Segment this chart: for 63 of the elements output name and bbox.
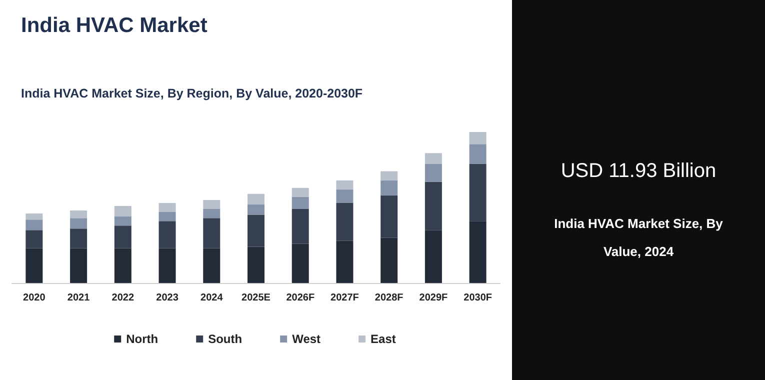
bar <box>292 196 309 210</box>
legend-label: West <box>292 332 321 346</box>
bar <box>26 230 43 248</box>
bar <box>248 204 264 216</box>
bar <box>380 238 398 283</box>
bar <box>424 164 442 182</box>
chart-subtitle: India HVAC Market Size, By Region, By Value, 2020-2030F <box>21 86 363 100</box>
bar <box>158 221 176 248</box>
bar <box>336 180 354 190</box>
x-tick-label: 2029F <box>419 292 448 304</box>
bar <box>70 228 88 248</box>
bar <box>469 132 486 144</box>
x-tick-label: 2028F <box>374 292 404 304</box>
bar <box>203 209 220 218</box>
bar <box>380 171 398 180</box>
bar <box>203 218 220 248</box>
bar <box>248 246 264 283</box>
x-tick-label: 2030F <box>464 292 492 304</box>
x-tick-label: 2021 <box>67 292 90 304</box>
x-tick-label: 2022 <box>112 292 134 304</box>
bar <box>292 244 309 283</box>
legend-label: South <box>208 332 242 346</box>
bar <box>469 164 486 222</box>
bar <box>158 248 176 283</box>
bar <box>114 206 132 217</box>
x-tick-label: 2025E <box>242 292 271 304</box>
bar <box>336 202 354 241</box>
bar <box>469 221 486 283</box>
x-tick-label: 2026F <box>286 292 315 304</box>
bar <box>292 209 309 244</box>
bar <box>203 200 220 210</box>
bar <box>424 182 442 230</box>
bar <box>424 230 442 283</box>
bar <box>114 226 132 248</box>
bar <box>114 248 132 283</box>
bar <box>469 144 486 164</box>
bar <box>26 214 43 220</box>
bar <box>158 212 176 222</box>
bar <box>114 216 132 226</box>
x-tick-label: 2020 <box>23 292 46 304</box>
bar <box>380 195 398 238</box>
x-tick-label: 2023 <box>156 292 179 304</box>
bar <box>70 210 88 218</box>
bar <box>336 240 354 283</box>
bar <box>380 180 398 196</box>
bar <box>158 202 176 212</box>
bar <box>70 218 88 229</box>
bar <box>292 188 309 197</box>
legend-label: North <box>126 332 158 346</box>
bar <box>424 153 442 164</box>
x-tick-label: 2024 <box>200 292 224 304</box>
bar <box>70 248 88 283</box>
bar <box>26 220 43 230</box>
bar <box>248 194 264 204</box>
legend-label: East <box>370 332 396 346</box>
bar <box>203 248 220 283</box>
text: USD 11.93 Billion <box>560 160 718 183</box>
text: India HVAC Market Size, By Value, 2024 <box>553 215 724 261</box>
x-tick-label: 2027F <box>330 292 359 304</box>
chart-title: India HVAC Market <box>21 14 208 37</box>
bar <box>248 215 264 247</box>
bar <box>26 248 43 283</box>
bar <box>336 189 354 203</box>
